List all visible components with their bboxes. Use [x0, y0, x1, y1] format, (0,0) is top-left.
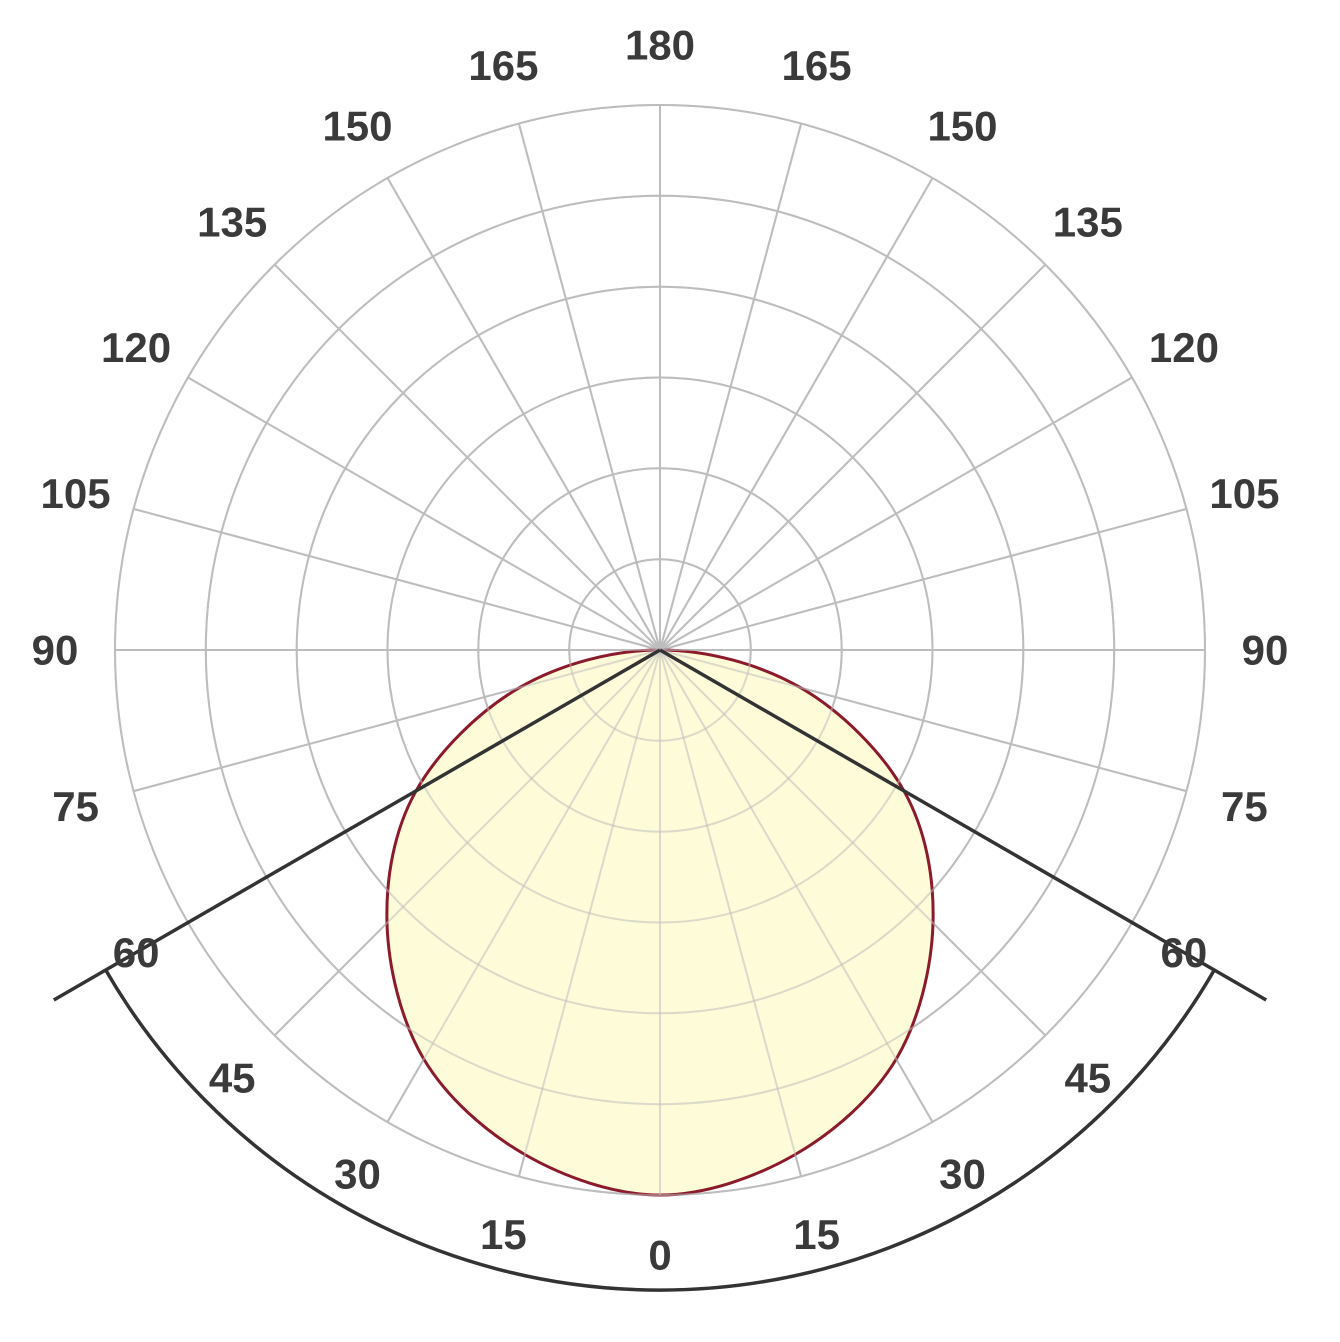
grid-spoke-255 [133, 507, 661, 651]
grid-spoke-285 [133, 649, 661, 793]
grid-spoke-135 [659, 263, 1047, 651]
beam-line-left [52, 648, 661, 1002]
left-angle-label-30: 30 [334, 1150, 381, 1197]
beam-angle-indicator [52, 648, 1268, 1292]
grid-spoke-315 [273, 649, 661, 1037]
grid-spoke-105 [659, 507, 1187, 651]
grid-spoke-165 [659, 123, 803, 651]
right-angle-label-105: 105 [1209, 470, 1279, 517]
left-angle-label-45: 45 [209, 1054, 256, 1101]
grid-spoke-15 [659, 649, 803, 1177]
right-angle-label-75: 75 [1221, 783, 1268, 830]
left-angle-label-165: 165 [468, 42, 538, 89]
grid-spoke-75 [659, 649, 1187, 793]
right-angle-label-45: 45 [1064, 1054, 1111, 1101]
left-angle-label-60: 60 [113, 929, 160, 976]
right-angle-label-60: 60 [1161, 929, 1208, 976]
right-angle-label-165: 165 [782, 42, 852, 89]
grid-spoke-120 [659, 376, 1133, 651]
right-angle-label-150: 150 [927, 103, 997, 150]
left-angle-label-105: 105 [41, 470, 111, 517]
grid-spoke-30 [659, 649, 934, 1123]
grid-spoke-240 [187, 376, 661, 651]
left-angle-label-75: 75 [52, 783, 99, 830]
left-angle-label-15: 15 [480, 1211, 527, 1258]
grid-spoke-45 [659, 649, 1047, 1037]
left-angle-label-90: 90 [32, 627, 79, 674]
beam-line-right [659, 648, 1268, 1002]
right-angle-label-120: 120 [1149, 324, 1219, 371]
right-angle-label-90: 90 [1242, 627, 1289, 674]
left-angle-label-180: 180 [625, 22, 695, 69]
grid-spoke-195 [517, 123, 661, 651]
grid-spoke-330 [386, 649, 661, 1123]
right-angle-label-30: 30 [939, 1150, 986, 1197]
grid-spoke-150 [659, 177, 934, 651]
left-angle-label-0: 0 [648, 1232, 671, 1279]
left-angle-label-135: 135 [197, 199, 267, 246]
right-angle-label-135: 135 [1053, 199, 1123, 246]
left-angle-label-150: 150 [322, 103, 392, 150]
beam-arc [104, 969, 1216, 1292]
grid-spoke-345 [517, 649, 661, 1177]
grid-spoke-210 [386, 177, 661, 651]
left-angle-label-120: 120 [101, 324, 171, 371]
grid-spoke-225 [273, 263, 661, 651]
right-angle-label-15: 15 [793, 1211, 840, 1258]
